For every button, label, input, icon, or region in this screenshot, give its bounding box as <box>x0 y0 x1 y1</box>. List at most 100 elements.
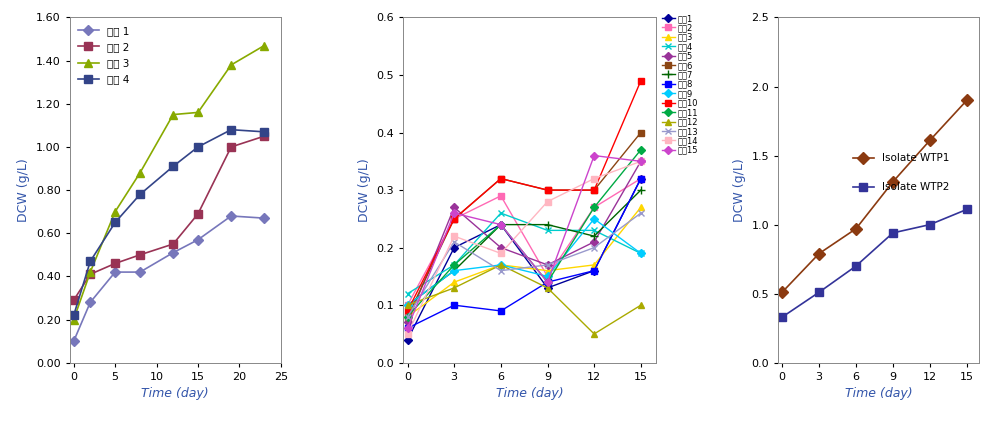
순쳄 4 <box>68 312 80 318</box>
충남13 <box>588 245 600 250</box>
Line: 순쳄 1: 순쳄 1 <box>71 212 267 345</box>
충남2 <box>495 193 507 198</box>
Isolate WTP2 <box>887 230 899 236</box>
충남10 <box>542 187 554 193</box>
Line: 충남12: 충남12 <box>405 262 643 337</box>
Line: 충남2: 충남2 <box>405 176 643 308</box>
순쳄 1 <box>167 250 179 255</box>
Line: 충남4: 충남4 <box>405 210 643 296</box>
충남1 <box>448 245 460 250</box>
충남4 <box>588 228 600 233</box>
충남7 <box>542 222 554 227</box>
Line: 충남8: 충남8 <box>405 176 643 331</box>
충남5 <box>402 320 414 325</box>
충남4 <box>495 211 507 216</box>
충남6 <box>402 314 414 319</box>
충남8 <box>402 326 414 331</box>
순쳄 3 <box>226 62 238 68</box>
Isolate WTP2 <box>923 222 935 227</box>
충남12 <box>542 285 554 291</box>
충남2 <box>542 274 554 279</box>
Isolate WTP2 <box>776 315 788 320</box>
순쳄 1 <box>84 300 96 305</box>
충남11 <box>542 280 554 285</box>
Line: 충남13: 충남13 <box>404 210 644 320</box>
충남7 <box>588 233 600 239</box>
순쳄 1 <box>68 339 80 344</box>
순쳄 3 <box>167 112 179 117</box>
충남14 <box>448 233 460 239</box>
충남2 <box>448 216 460 222</box>
충남12 <box>588 331 600 336</box>
충남8 <box>542 280 554 285</box>
충남6 <box>495 176 507 181</box>
순쳄 4 <box>226 127 238 132</box>
Line: 충남15: 충남15 <box>405 153 643 331</box>
Isolate WTP1 <box>923 138 935 143</box>
Isolate WTP2 <box>961 207 973 212</box>
충남13 <box>495 268 507 273</box>
충남1 <box>495 222 507 227</box>
Isolate WTP2 <box>813 290 825 295</box>
충남9 <box>542 274 554 279</box>
충남9 <box>635 251 647 256</box>
충남3 <box>588 262 600 267</box>
충남3 <box>542 268 554 273</box>
순쳄 2 <box>258 134 270 139</box>
Legend: 충남1, 충남2, 충남3, 충남4, 충남5, 충남6, 충남7, 충남8, 충남9, 충남10, 충남11, 충남12, 충남13, 충남14, 충남15: 충남1, 충남2, 충남3, 충남4, 충남5, 충남6, 충남7, 충남8, … <box>659 10 701 158</box>
충남3 <box>402 314 414 319</box>
충남7 <box>495 222 507 227</box>
충남9 <box>588 216 600 222</box>
충남4 <box>402 291 414 296</box>
Line: 충남6: 충남6 <box>404 129 644 320</box>
순쳄 3 <box>109 209 121 214</box>
충남3 <box>635 205 647 210</box>
순쳄 3 <box>84 270 96 275</box>
순쳄 2 <box>192 211 204 216</box>
순쳄 3 <box>68 317 80 322</box>
충남10 <box>448 216 460 222</box>
순쳄 2 <box>109 261 121 266</box>
충남10 <box>588 187 600 193</box>
Line: 충남1: 충남1 <box>405 176 643 343</box>
Y-axis label: DCW (g/L): DCW (g/L) <box>17 158 30 222</box>
충남7 <box>635 187 647 193</box>
충남6 <box>635 130 647 135</box>
Isolate WTP1 <box>961 98 973 103</box>
충남10 <box>402 309 414 314</box>
충남11 <box>588 205 600 210</box>
충남5 <box>495 245 507 250</box>
충남15 <box>635 159 647 164</box>
충남12 <box>635 302 647 308</box>
충남7 <box>448 268 460 273</box>
충남6 <box>542 187 554 193</box>
충남3 <box>495 262 507 267</box>
X-axis label: Time (day): Time (day) <box>845 387 912 400</box>
충남13 <box>402 314 414 319</box>
순쳄 4 <box>109 220 121 225</box>
Legend: Isolate WTP1, Isolate WTP2: Isolate WTP1, Isolate WTP2 <box>849 149 953 196</box>
충남5 <box>448 205 460 210</box>
Line: 충남11: 충남11 <box>405 147 643 319</box>
충남15 <box>402 326 414 331</box>
충남4 <box>635 251 647 256</box>
순쳄 1 <box>109 270 121 275</box>
충남1 <box>542 285 554 291</box>
Line: 충남10: 충남10 <box>404 77 644 314</box>
충남4 <box>542 228 554 233</box>
Line: 충남9: 충남9 <box>405 216 643 308</box>
충남2 <box>588 205 600 210</box>
충남15 <box>588 153 600 158</box>
충남8 <box>495 309 507 314</box>
충남12 <box>402 302 414 308</box>
충남15 <box>448 211 460 216</box>
충남8 <box>635 176 647 181</box>
Y-axis label: DCW (g/L): DCW (g/L) <box>358 158 371 222</box>
순쳄 2 <box>134 252 146 257</box>
충남14 <box>635 159 647 164</box>
Isolate WTP1 <box>813 251 825 256</box>
충남12 <box>495 262 507 267</box>
순쳄 4 <box>134 192 146 197</box>
충남10 <box>495 176 507 181</box>
순쳄 1 <box>258 215 270 221</box>
